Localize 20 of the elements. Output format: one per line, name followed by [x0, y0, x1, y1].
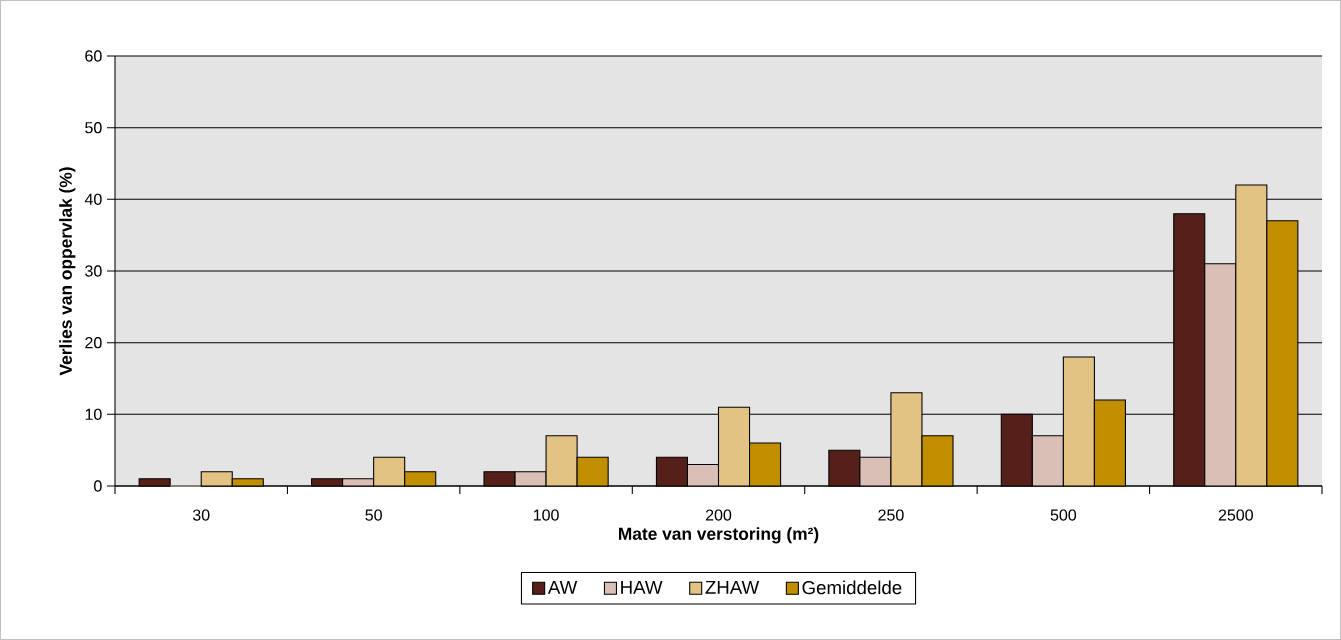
legend-label: ZHAW: [705, 580, 760, 594]
x-tick-label: 250: [878, 509, 904, 521]
y-tick-label: 60: [85, 50, 102, 62]
legend-label: AW: [547, 580, 578, 594]
y-tick-label: 30: [85, 265, 102, 277]
x-tick-label: 2500: [1218, 509, 1253, 521]
x-axis-title: Mate van verstoring (m²): [619, 527, 819, 544]
x-tick-label: 200: [705, 509, 732, 521]
x-tick-label: 100: [533, 509, 559, 521]
y-tick-label: 10: [85, 408, 102, 420]
legend-label: HAW: [621, 580, 663, 594]
y-axis-title: Verlies van oppervlak (%): [59, 167, 76, 376]
x-tick-label: 500: [1050, 509, 1077, 521]
y-tick-label: 20: [85, 337, 102, 349]
y-tick-label: 40: [84, 193, 102, 205]
y-tick-label: 50: [85, 122, 102, 134]
legend-label: Gemiddelde: [802, 580, 902, 595]
y-tick-label: 0: [94, 480, 102, 492]
x-tick-label: 30: [192, 509, 210, 521]
x-tick-label: 50: [365, 509, 382, 521]
